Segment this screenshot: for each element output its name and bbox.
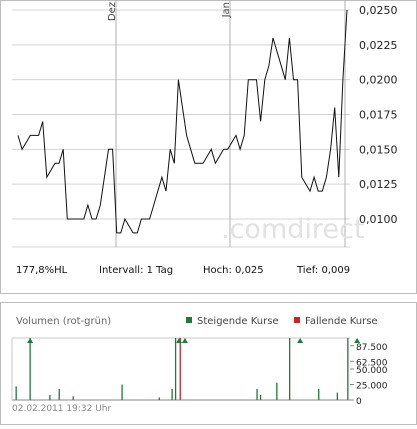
low-value: Tief: 0,009 [297, 265, 351, 276]
y-tick-label: 0,0125 [359, 178, 398, 191]
overflow-arrow-icon [176, 338, 183, 343]
y-tick-label: 0,0100 [359, 213, 398, 226]
y-tick-label: 0,0250 [359, 4, 398, 17]
y-tick-label: 0,0175 [359, 109, 398, 122]
legend-falling-label: Fallende Kurse [305, 316, 378, 327]
interval-label: Intervall: 1 Tag [99, 265, 174, 276]
overflow-arrow-icon [297, 338, 304, 343]
price-chart-panel: 0,0250 0,0225 0,0200 0,0175 0,0150 0,0125 0,01… [0, 0, 417, 294]
price-line [17, 9, 348, 234]
volume-tick-label: 25.000 [356, 382, 388, 392]
high-value: Hoch: 0,025 [203, 265, 264, 276]
x-tick-label: Jan [221, 2, 232, 18]
legend-rising: Steigende Kurse [186, 316, 279, 327]
y-tick-label: 0,0200 [359, 74, 398, 87]
legend-rising-label: Steigende Kurse [197, 316, 279, 327]
volume-title: Volumen (rot-grün) [16, 316, 112, 327]
overflow-arrow-icon [27, 338, 34, 343]
watermark-logo: .comdirect [221, 214, 364, 245]
volume-tick-label: 87.500 [356, 343, 388, 353]
x-tick-label: Dez [107, 2, 118, 21]
volume-tick-label: 62.500 [356, 358, 388, 368]
overflow-arrow-icon [354, 338, 361, 343]
volume-tick-label: 50.000 [356, 366, 388, 376]
y-tick-label: 0,0225 [359, 39, 398, 52]
range-percent: 177,8%HL [16, 265, 68, 276]
timestamp: 02.02.2011 19:32 Uhr [12, 404, 112, 414]
legend-rising-swatch [186, 317, 192, 323]
volume-tick-label: 0 [356, 397, 362, 407]
price-chart: 0,0250 0,0225 0,0200 0,0175 0,0150 0,0125 0,01… [0, 0, 417, 294]
y-tick-label: 0,0150 [359, 143, 398, 156]
legend-falling-swatch [294, 317, 300, 323]
volume-chart-panel: 87.500 62.500 50.000 25.000 0 Volumen (rot-g… [0, 302, 417, 425]
overflow-arrow-icon [181, 338, 188, 343]
price-stats: 177,8%HL Intervall: 1 Tag Hoch: 0,025 Ti… [0, 258, 417, 284]
legend-falling: Fallende Kurse [294, 316, 378, 327]
